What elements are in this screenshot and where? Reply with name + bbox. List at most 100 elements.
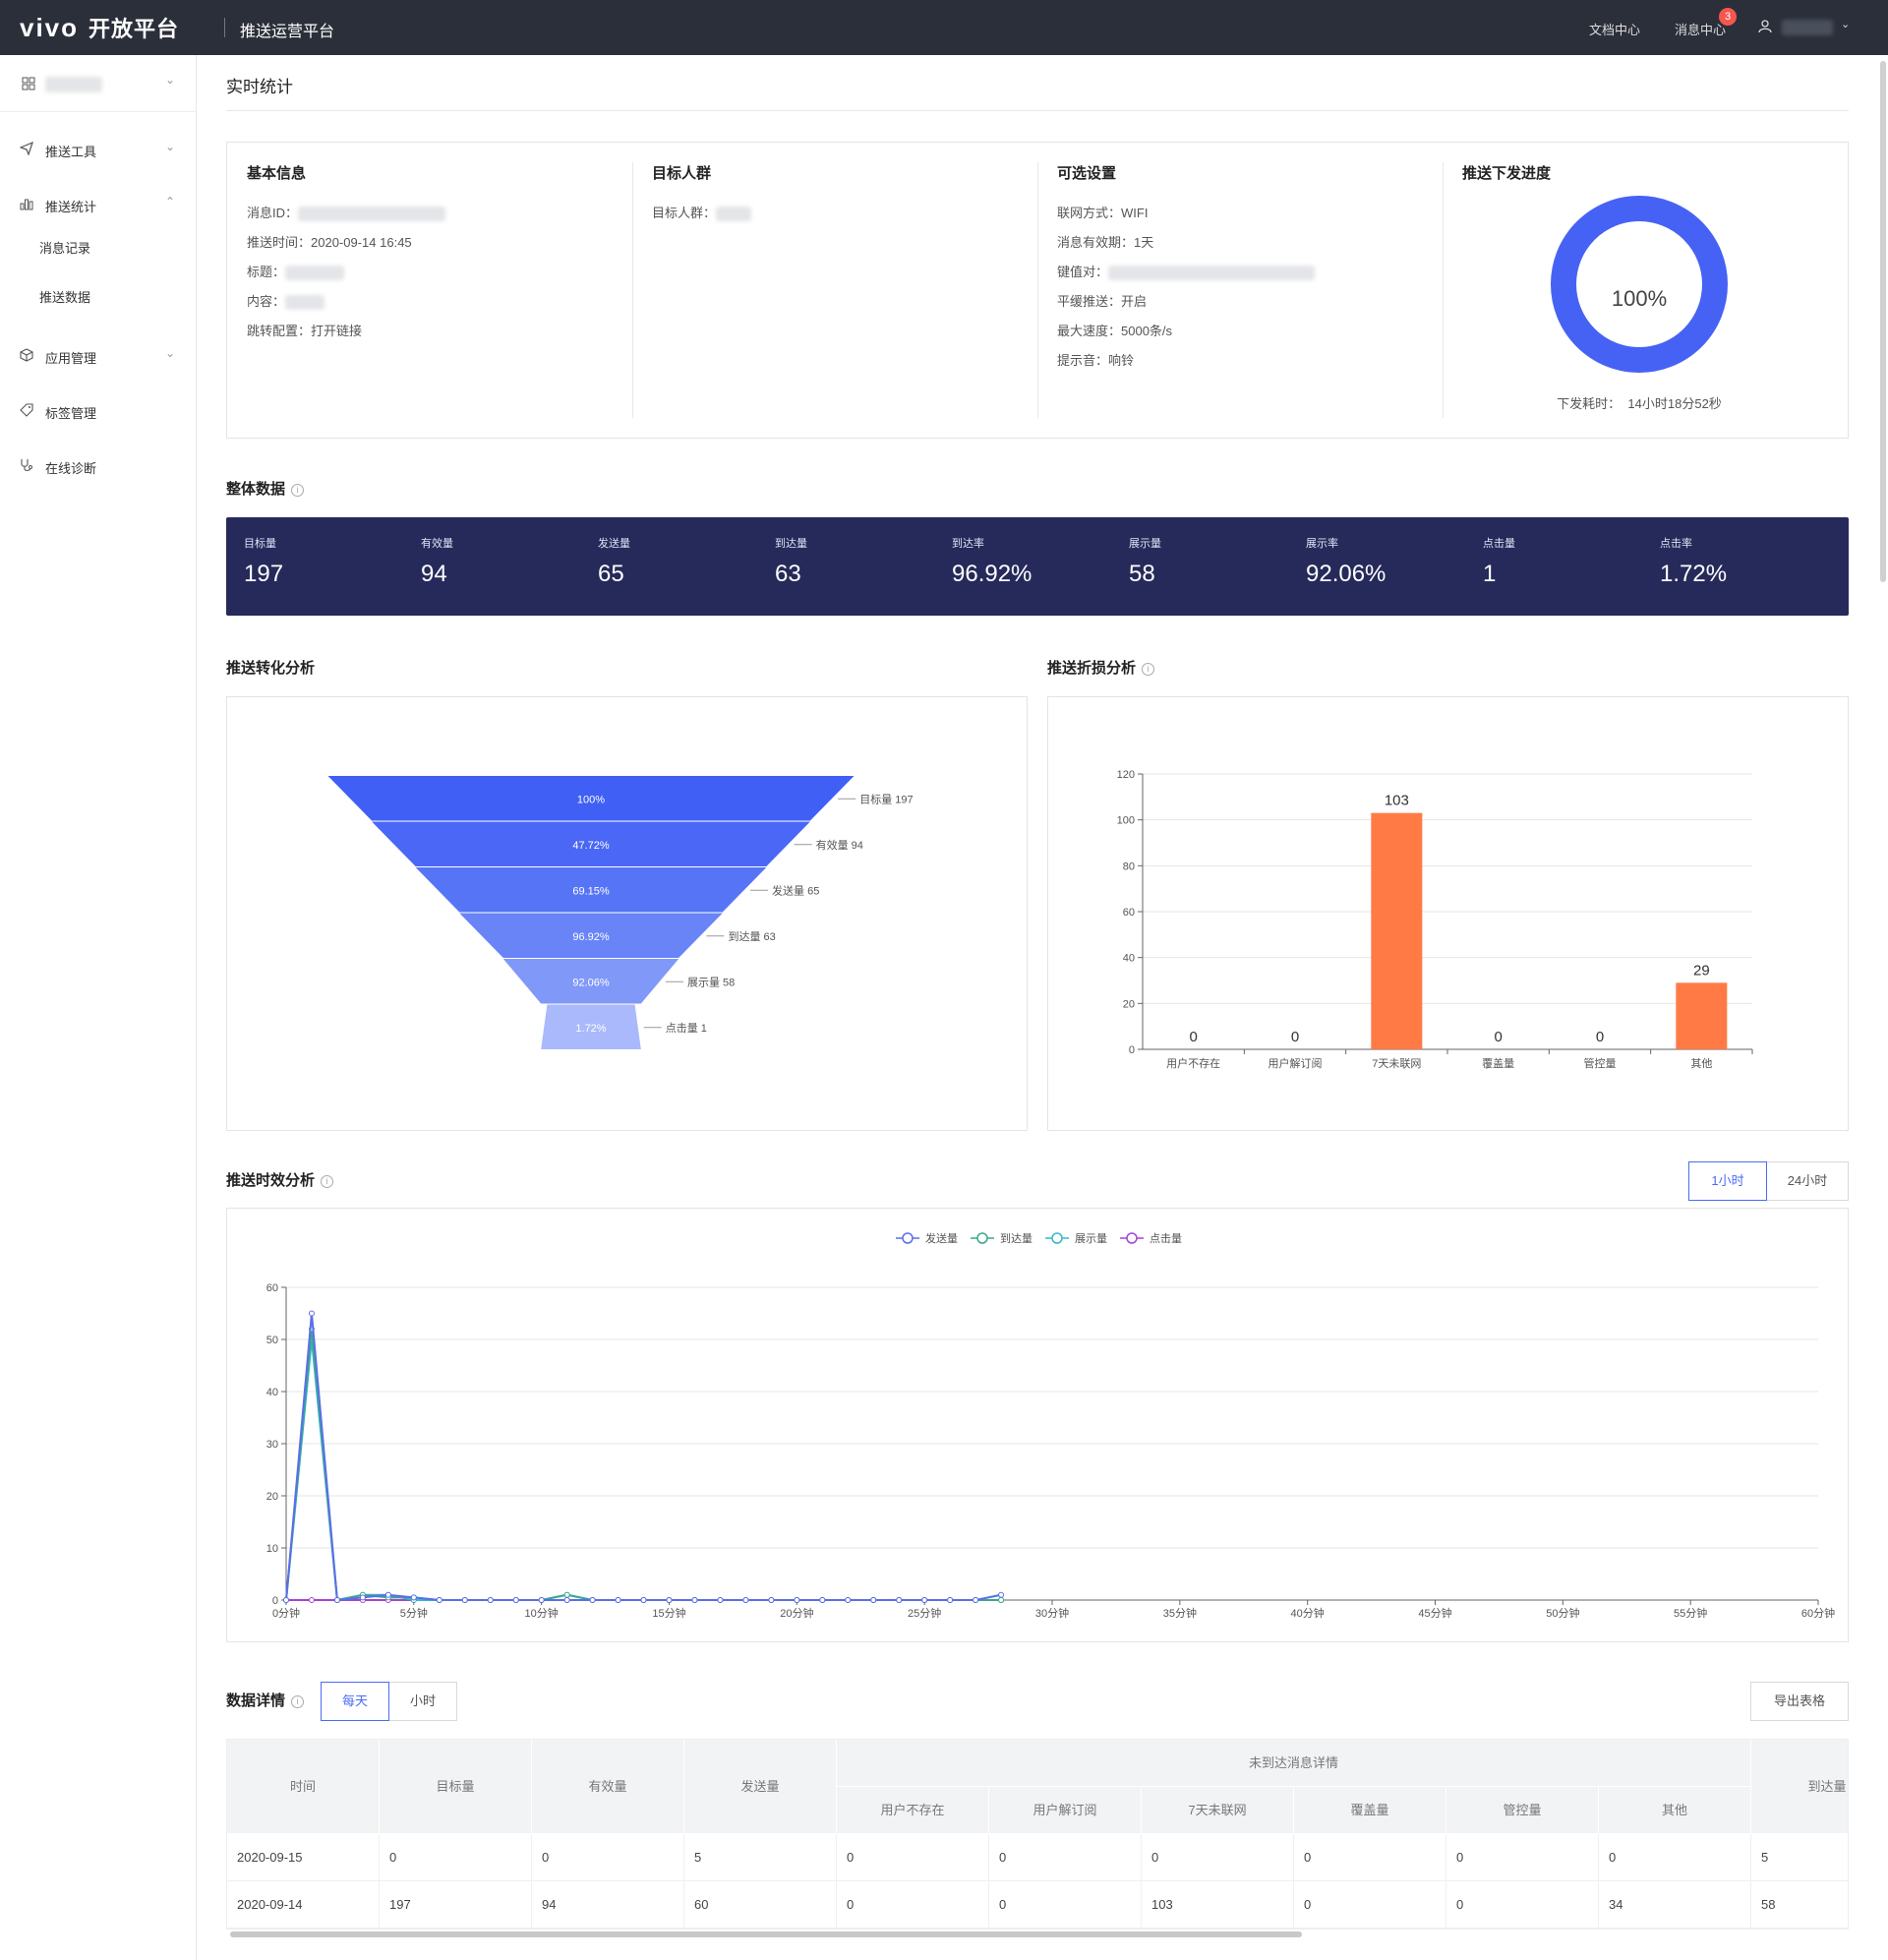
loss-title: 推送折损分析 i — [1047, 657, 1155, 678]
table-header-cell: 时间 — [227, 1740, 380, 1834]
info-icon[interactable]: i — [291, 483, 305, 497]
info-icon[interactable]: i — [321, 1174, 334, 1188]
sidebar-sub-item-message-records[interactable]: 消息记录 — [39, 241, 91, 256]
speed-value: 5000条/s — [1121, 324, 1173, 338]
sidebar-item-push-tools[interactable]: 推送工具 ⌄ — [0, 130, 197, 169]
horizontal-scrollbar[interactable] — [230, 1931, 1302, 1937]
column-divider — [1443, 162, 1444, 418]
chevron-down-icon: ⌄ — [165, 346, 176, 360]
audience-redacted — [716, 207, 752, 222]
app-selector[interactable]: ⌄ — [0, 55, 197, 112]
y-tick-label: 30 — [266, 1439, 278, 1451]
details-title: 数据详情 i — [226, 1690, 305, 1710]
x-tick-label: 管控量 — [1584, 1056, 1617, 1070]
chevron-down-icon: ⌄ — [1841, 19, 1851, 30]
table-cell: 0 — [1446, 1881, 1599, 1929]
series-point — [691, 1597, 698, 1603]
table-header-cell: 用户解订阅 — [989, 1787, 1142, 1834]
loss-chart-card: 0 20 40 60 80 100 120 0 用户不存在 0 用户解订阅 103 7天未联网 0 覆盖量 0… — [1047, 696, 1849, 1131]
timing-line-chart: 0 10 20 30 40 50 60 0分钟 5分钟 10分钟 15分钟 20分钟 25分钟 30分钟 3… — [266, 1231, 1835, 1620]
basic-info-title: 基本信息 — [247, 165, 307, 182]
x-tick-label: 30分钟 — [1035, 1606, 1069, 1620]
y-tick-label: 20 — [266, 1491, 278, 1503]
main-content: 实时统计 基本信息 消息ID： 推送时间：2020-09-14 16:45 标题… — [197, 55, 1888, 1960]
series-point — [947, 1597, 954, 1603]
sidebar-item-online-diagnosis[interactable]: 在线诊断 — [0, 446, 197, 486]
content-redacted — [285, 295, 325, 311]
duration-label: 下发耗时： — [1557, 396, 1622, 411]
basic-info-section: 基本信息 消息ID： 推送时间：2020-09-14 16:45 标题： 内容：… — [247, 162, 620, 350]
subject-redacted — [285, 266, 345, 281]
sidebar-item-app-management[interactable]: 应用管理 ⌄ — [0, 336, 197, 376]
msg-id-redacted — [298, 207, 446, 222]
sidebar-item-label: 应用管理 — [45, 351, 97, 366]
details-toggle-hourly[interactable]: 小时 — [388, 1682, 457, 1721]
sound-value: 响铃 — [1108, 353, 1135, 368]
table-header-cell: 管控量 — [1446, 1787, 1599, 1834]
series-point — [384, 1591, 391, 1598]
user-menu[interactable]: ⌄ — [1758, 18, 1857, 37]
kv-redacted — [1108, 266, 1316, 281]
progress-ring — [1551, 196, 1728, 373]
stat-value: 63 — [775, 561, 801, 587]
y-tick-label: 0 — [1129, 1044, 1135, 1056]
series-point — [973, 1597, 979, 1603]
messages-link[interactable]: 消息中心 — [1675, 23, 1727, 37]
info-icon[interactable]: i — [1142, 662, 1155, 676]
x-tick-label: 15分钟 — [652, 1606, 685, 1620]
table-cell: 5 — [1751, 1834, 1848, 1881]
series-line — [285, 1313, 1002, 1602]
sidebar-item-label: 推送统计 — [45, 200, 97, 214]
series-point — [921, 1597, 928, 1603]
x-tick-label: 40分钟 — [1291, 1606, 1325, 1620]
table-header-cell: 有效量 — [532, 1740, 684, 1834]
sidebar: ⌄ 推送工具 ⌄ 推送统计 ⌃ 消息记录 推送数据 应用管理 ⌄ 标签管理 在线… — [0, 55, 197, 1960]
stat-label: 有效量 — [421, 538, 453, 550]
timing-chart-card: 0 10 20 30 40 50 60 0分钟 5分钟 10分钟 15分钟 20分钟 25分钟 30分钟 3… — [226, 1208, 1849, 1642]
chevron-up-icon: ⌃ — [165, 195, 176, 208]
info-icon[interactable]: i — [291, 1694, 305, 1708]
x-tick-label: 5分钟 — [400, 1606, 428, 1620]
jump-label: 跳转配置： — [247, 324, 312, 338]
y-tick-label: 60 — [266, 1282, 278, 1294]
details-toggle-daily[interactable]: 每天 — [321, 1682, 389, 1721]
options-section: 可选设置 联网方式：WIFI 消息有效期：1天 键值对： 平缓推送：开启 最大速… — [1057, 162, 1431, 380]
brand-logo[interactable]: vivo 开放平台 — [20, 12, 179, 43]
funnel-percent-label: 69.15% — [572, 885, 610, 897]
timing-toggle-24h[interactable]: 24小时 — [1766, 1161, 1849, 1201]
brand-separator — [224, 18, 225, 37]
audience-section: 目标人群 目标人群： — [652, 162, 1026, 232]
stat-click-rate: 点击率 1.72% — [1660, 535, 1727, 588]
series-point — [640, 1597, 647, 1603]
bar-chart-icon — [20, 197, 35, 212]
network-value: WIFI — [1121, 206, 1149, 220]
overall-stats-bar: 目标量 197 有效量 94 发送量 65 到达量 63 到达率 96.92% 展示量 58… — [226, 517, 1849, 616]
stethoscope-icon — [20, 458, 35, 474]
x-tick-label: 45分钟 — [1418, 1606, 1451, 1620]
x-tick-label: 20分钟 — [780, 1606, 813, 1620]
x-tick-label: 60分钟 — [1801, 1606, 1835, 1620]
vertical-scrollbar[interactable] — [1880, 61, 1886, 582]
sidebar-sub-item-push-data[interactable]: 推送数据 — [39, 290, 91, 305]
msg-id-label: 消息ID： — [247, 206, 299, 220]
export-table-button[interactable]: 导出表格 — [1750, 1682, 1849, 1721]
series-point — [538, 1597, 545, 1603]
sidebar-item-tag-management[interactable]: 标签管理 — [0, 391, 197, 431]
table-header-cell: 7天未联网 — [1142, 1787, 1294, 1834]
bar — [1371, 812, 1423, 1049]
audience-label: 目标人群： — [652, 206, 717, 220]
sidebar-item-push-stats[interactable]: 推送统计 ⌃ — [0, 185, 197, 224]
x-tick-label: 0分钟 — [272, 1606, 300, 1620]
timing-toggle-1h[interactable]: 1小时 — [1688, 1161, 1767, 1201]
stat-value: 1 — [1483, 561, 1497, 587]
column-divider — [1037, 162, 1038, 418]
docs-link[interactable]: 文档中心 — [1589, 23, 1641, 37]
series-point — [717, 1597, 724, 1603]
table-cell: 0 — [380, 1834, 532, 1881]
series-point — [283, 1597, 289, 1603]
table-cell: 0 — [1142, 1834, 1294, 1881]
series-point — [615, 1597, 621, 1603]
chevron-down-icon: ⌄ — [165, 140, 176, 153]
push-time-label: 推送时间： — [247, 235, 312, 250]
funnel-category-label: 展示量 58 — [687, 976, 735, 988]
